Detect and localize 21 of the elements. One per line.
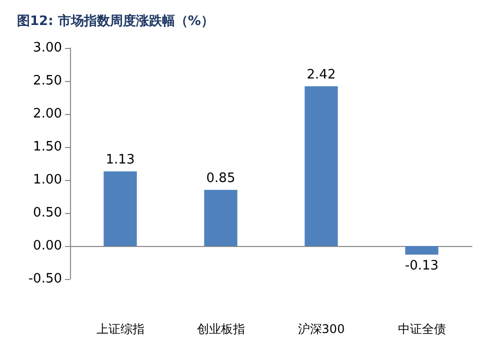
- data-label: 2.42: [306, 67, 336, 82]
- y-tick-label: 1.00: [33, 172, 62, 188]
- bar: [405, 246, 438, 255]
- bar: [304, 86, 338, 246]
- y-tick-label: 2.00: [33, 106, 62, 122]
- data-label: 1.13: [106, 152, 135, 168]
- bar: [104, 171, 137, 246]
- x-tick-label: 中证全债: [398, 322, 446, 336]
- y-tick-label: 0.50: [33, 206, 62, 220]
- x-tick-label: 上证综指: [96, 322, 144, 336]
- y-tick-label: -0.50: [28, 272, 62, 286]
- x-tick-label: 创业板指: [196, 322, 245, 336]
- x-tick-label: 沪深300: [298, 322, 345, 336]
- bar: [204, 190, 238, 246]
- data-label: -0.13: [404, 258, 439, 274]
- data-label: 0.85: [206, 170, 236, 186]
- y-tick-label: 2.50: [33, 74, 62, 88]
- y-tick-label: 0.00: [33, 238, 62, 254]
- chart-title: 图12: 市场指数周度涨跌幅（%）: [17, 13, 214, 29]
- y-tick-label: 3.00: [33, 40, 62, 56]
- y-tick-label: 1.50: [33, 140, 62, 154]
